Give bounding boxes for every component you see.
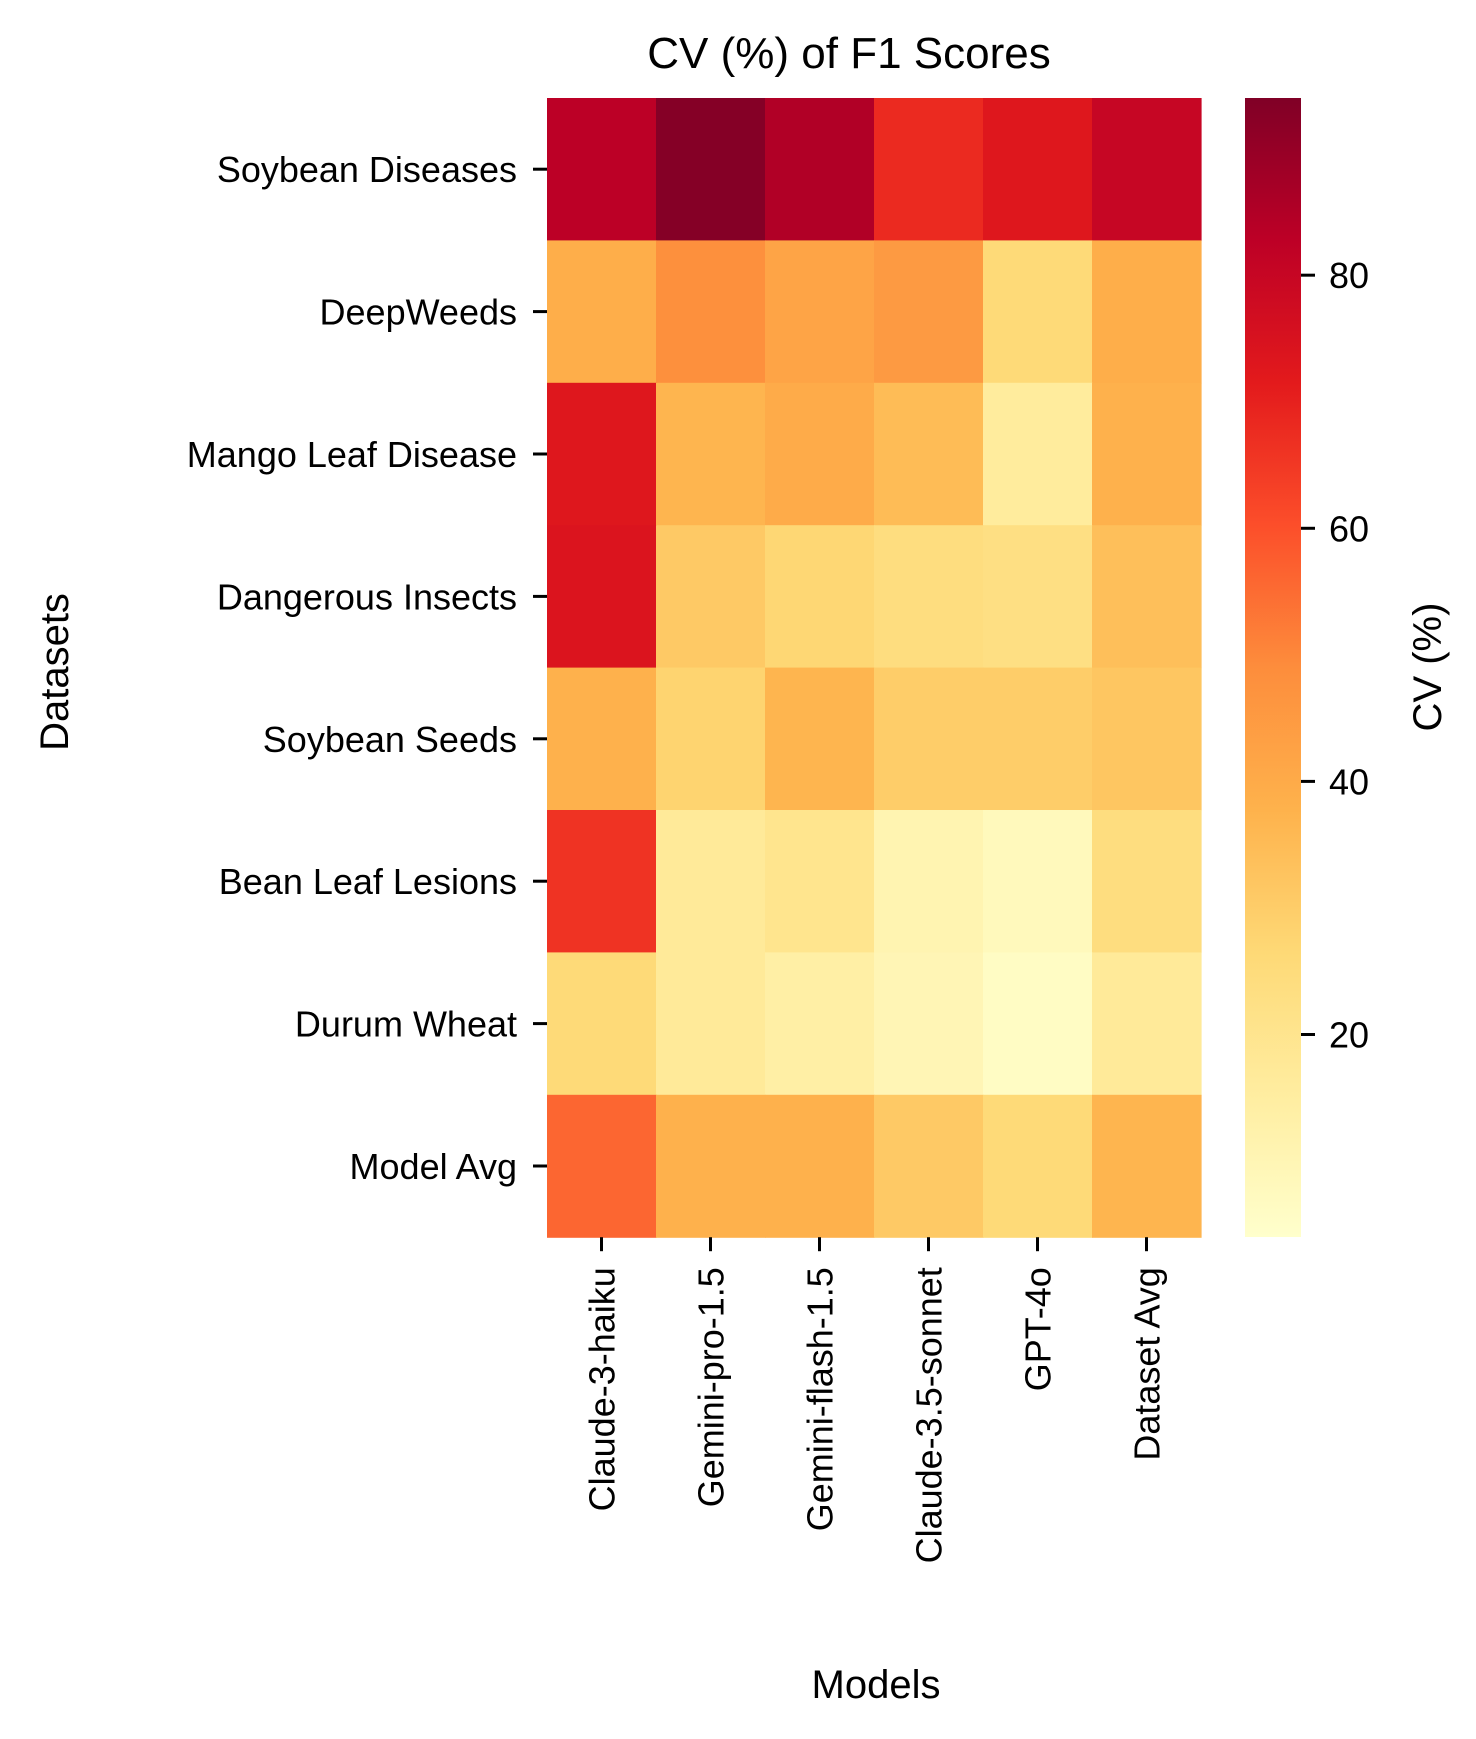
heatmap-cell	[656, 1094, 766, 1238]
heatmap-cell	[874, 98, 984, 241]
y-axis-ticks: Soybean Diseases DeepWeeds Mango Leaf Dise…	[187, 149, 547, 1187]
heatmap-cell	[874, 382, 984, 526]
heatmap-cell	[874, 1094, 984, 1238]
heatmap-cell	[983, 667, 1093, 811]
y-axis-label: Datasets	[33, 593, 77, 751]
colorbar-tick-label: 60	[1329, 508, 1369, 549]
colorbar-tick-label: 80	[1329, 255, 1369, 296]
heatmap-cell	[656, 810, 766, 953]
heatmap-cell	[765, 952, 875, 1096]
heatmap-cell	[656, 952, 766, 1096]
heatmap-cell	[983, 810, 1093, 953]
heatmap-cell	[547, 382, 657, 526]
x-tick-label: Gemini-flash-1.5	[800, 1267, 841, 1531]
heatmap-cell	[1092, 98, 1202, 241]
heatmap-cell	[547, 667, 657, 811]
heatmap-cell	[874, 667, 984, 811]
heatmap-cell	[874, 525, 984, 669]
heatmap-cell	[656, 98, 766, 241]
heatmap-cell	[983, 382, 1093, 526]
heatmap-cell	[983, 240, 1093, 384]
y-tick-label: Bean Leaf Lesions	[219, 861, 517, 902]
heatmap-cell	[547, 98, 657, 241]
y-tick-label: Dangerous Insects	[217, 576, 517, 617]
heatmap-cell	[983, 952, 1093, 1096]
heatmap-cell	[765, 240, 875, 384]
heatmap-cell	[1092, 810, 1202, 953]
heatmap-cell	[874, 810, 984, 953]
heatmap-cell	[1092, 667, 1202, 811]
colorbar-label: CV (%)	[1406, 603, 1450, 732]
heatmap-cell	[547, 1094, 657, 1238]
y-tick-label: Durum Wheat	[295, 1004, 517, 1045]
heatmap-cell	[656, 667, 766, 811]
x-tick-label: Claude-3-haiku	[582, 1267, 623, 1511]
heatmap-cell	[547, 810, 657, 953]
heatmap-cell	[656, 382, 766, 526]
heatmap-cell	[1092, 382, 1202, 526]
heatmap-cell	[765, 382, 875, 526]
colorbar-ticks: 20 40 60 80	[1301, 255, 1369, 1056]
x-axis-label: Models	[812, 1663, 941, 1707]
heatmap-cells	[547, 98, 1202, 1238]
heatmap-cell	[1092, 240, 1202, 384]
heatmap-cell	[765, 667, 875, 811]
heatmap-cell	[983, 525, 1093, 669]
heatmap-cell	[1092, 525, 1202, 669]
y-tick-label: Soybean Diseases	[217, 149, 517, 190]
heatmap-cell	[874, 240, 984, 384]
y-tick-label: Soybean Seeds	[263, 719, 517, 760]
heatmap-cell	[874, 952, 984, 1096]
heatmap-cell	[547, 952, 657, 1096]
y-tick-label: Mango Leaf Disease	[187, 434, 517, 475]
x-axis-ticks: Claude-3-haiku Gemini-pro-1.5 Gemini-flash…	[582, 1237, 1168, 1563]
heatmap-cell	[547, 240, 657, 384]
heatmap-cell	[765, 810, 875, 953]
colorbar-tick-label: 20	[1329, 1015, 1369, 1056]
colorbar	[1245, 98, 1301, 1237]
heatmap-cell	[547, 525, 657, 669]
heatmap-cell	[765, 1094, 875, 1238]
x-tick-label: GPT-4o	[1018, 1267, 1059, 1391]
y-tick-label: DeepWeeds	[320, 292, 517, 333]
heatmap-cell	[983, 98, 1093, 241]
heatmap-cell	[656, 525, 766, 669]
x-tick-label: Dataset Avg	[1127, 1267, 1168, 1460]
x-tick-label: Claude-3.5-sonnet	[909, 1267, 950, 1563]
heatmap-cell	[983, 1094, 1093, 1238]
heatmap-cell	[765, 98, 875, 241]
x-tick-label: Gemini-pro-1.5	[691, 1267, 732, 1507]
heatmap-cell	[765, 525, 875, 669]
colorbar-tick-label: 40	[1329, 761, 1369, 802]
heatmap-cell	[1092, 1094, 1202, 1238]
chart-title: CV (%) of F1 Scores	[647, 29, 1050, 78]
y-tick-label: Model Avg	[350, 1146, 517, 1187]
heatmap-cell	[1092, 952, 1202, 1096]
heatmap-cell	[656, 240, 766, 384]
